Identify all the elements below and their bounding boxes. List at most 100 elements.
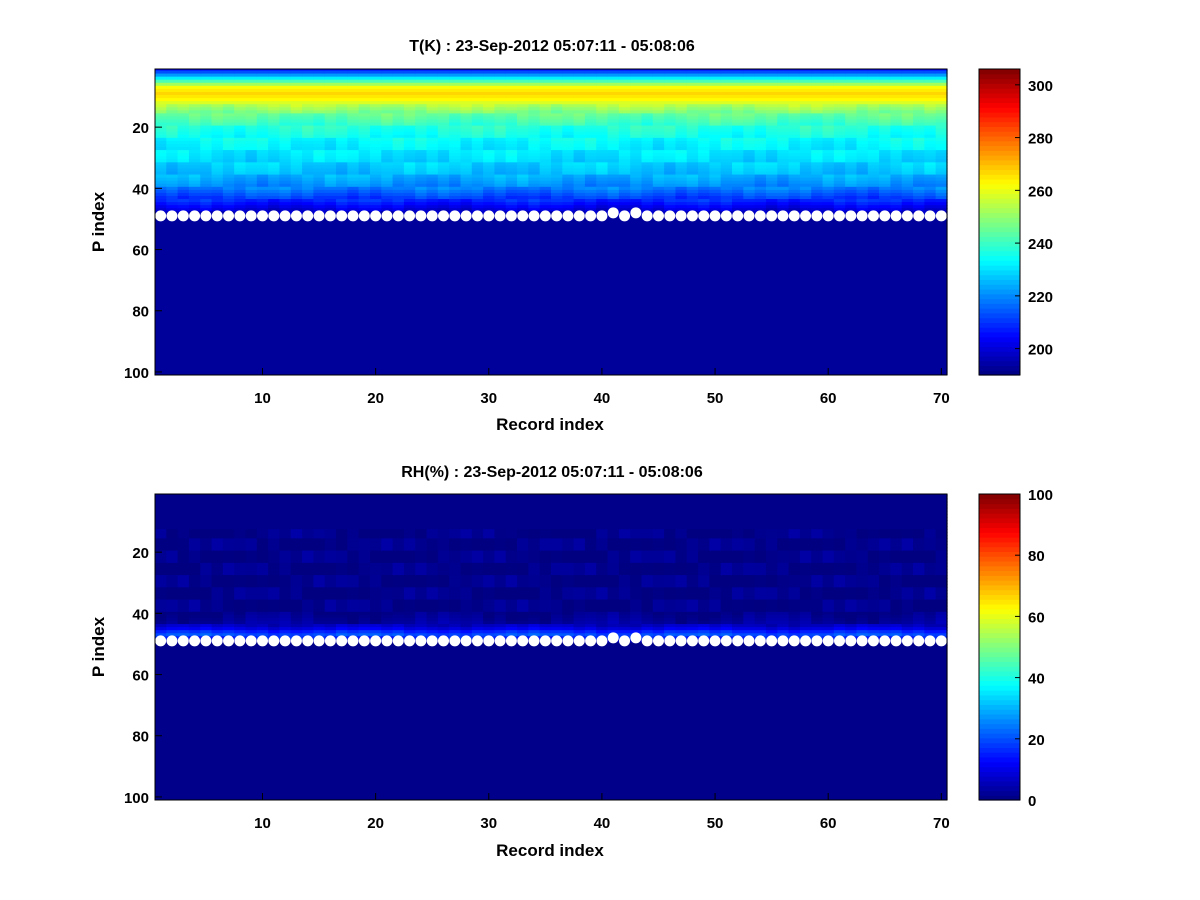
heatmap-cell [302,602,314,607]
heatmap-cell [222,113,235,118]
heatmap-cell [336,611,348,616]
heatmap-cell [528,162,541,166]
heatmap-cell [155,76,167,81]
heatmap-cell [437,205,450,209]
heatmap-cell [336,192,348,197]
heatmap-cell [471,143,484,148]
heatmap-cell [369,630,382,634]
heatmap-cell [822,122,835,127]
heatmap-cell [652,205,665,209]
heatmap-cell [279,605,292,610]
heatmap-cell [177,171,190,176]
heatmap-cell [403,575,416,579]
heatmap-cell [403,131,416,136]
heatmap-cell [369,532,382,536]
heatmap-cell [551,113,563,118]
colorbar-segment [979,265,1020,271]
heatmap-cell [913,189,925,194]
heatmap-cell [765,110,778,114]
heatmap-cell [256,516,269,521]
heatmap-cell [324,95,337,99]
heatmap-cell [188,79,201,84]
heatmap-cell [720,199,733,203]
heatmap-cell [856,113,869,118]
heatmap-cell [709,156,722,160]
heatmap-cell [403,513,416,518]
heatmap-cell [698,186,710,191]
heatmap-cell [890,195,903,200]
heatmap-cell [313,91,326,96]
heatmap-cell [336,125,348,130]
heatmap-cell [845,73,858,78]
heatmap-cell [913,122,925,127]
heatmap-cell [369,553,382,558]
heatmap-cell [155,131,167,136]
heatmap-cell [256,125,269,130]
heatmap-cell [879,88,892,93]
heatmap-cell [256,79,269,84]
heatmap-cell [618,88,631,93]
heatmap-cell [788,165,801,170]
heatmap-cell [256,98,269,102]
heatmap-cell [302,88,314,93]
heatmap-cell [551,171,563,176]
heatmap-cell [234,73,247,78]
temperature-panel: T(K) : 23-Sep-2012 05:07:11 - 05:08:06 1… [89,38,1053,434]
heatmap-cell [403,504,416,509]
heatmap-cell [607,101,620,105]
heatmap-cell [268,547,281,552]
heatmap-cell [279,122,292,127]
heatmap-cell [256,101,269,105]
heatmap-cell [324,614,337,619]
heatmap-cell [290,498,303,503]
heatmap-cell [381,590,394,595]
heatmap-cell [483,180,496,185]
heatmap-cell [573,208,586,212]
heatmap-cell [155,205,167,209]
heatmap-cell [845,202,858,206]
heatmap-cell [381,526,394,530]
heatmap-cell [188,593,201,598]
heatmap-cell [302,596,314,601]
heatmap-cell [200,494,213,497]
heatmap-cell [336,137,348,142]
surface-marker [879,210,891,222]
heatmap-cell [833,208,846,212]
heatmap-cell [720,85,733,90]
heatmap-cell [313,556,326,561]
heatmap-cell [618,125,631,130]
heatmap-cell [403,562,416,567]
heatmap-cell [664,98,677,102]
heatmap-cell [698,70,710,75]
heatmap-cell [471,69,484,72]
heatmap-cell [211,202,224,206]
heatmap-cell [313,131,326,136]
heatmap-cell [686,76,699,81]
heatmap-cell [686,91,699,96]
heatmap-cell [901,122,914,127]
heatmap-cell [313,529,326,533]
heatmap-cell [188,507,201,512]
heatmap-cell [890,116,903,121]
heatmap-cell [302,165,314,170]
heatmap-cell [290,192,303,197]
heatmap-cell [211,73,224,78]
heatmap-cell [347,140,360,145]
heatmap-cell [177,507,190,512]
heatmap-cell [483,147,496,151]
heatmap-cell [188,192,201,197]
x-tick-label: 70 [933,390,950,407]
heatmap-cell [743,98,756,102]
heatmap-cell [177,590,190,595]
heatmap-cell [256,556,269,561]
heatmap-cell [302,516,314,521]
heatmap-cell [833,82,846,87]
heatmap-cell [290,95,303,99]
heatmap-cell [200,535,213,539]
heatmap-cell [369,581,382,585]
heatmap-cell [562,70,575,75]
heatmap-cell [641,183,654,188]
heatmap-cell [313,177,326,182]
heatmap-cell [573,156,586,160]
heatmap-cell [403,568,416,573]
